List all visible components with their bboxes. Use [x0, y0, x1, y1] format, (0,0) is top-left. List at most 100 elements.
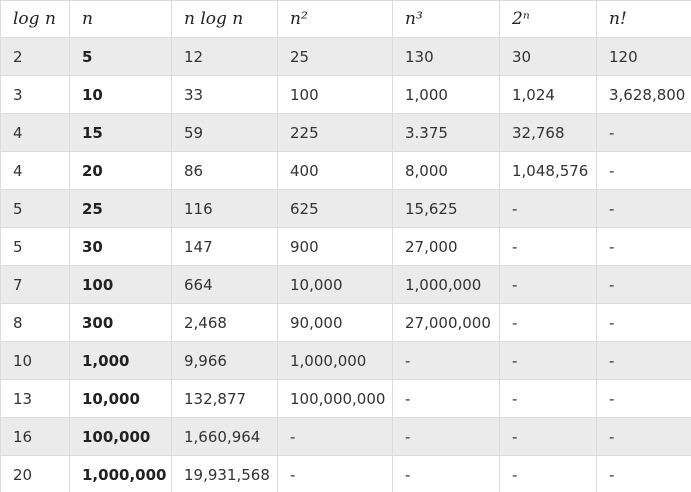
cell-n: 10,000 [69, 379, 172, 418]
header-n-squared: n² [277, 0, 393, 38]
cell-n-cubed: - [392, 341, 500, 380]
cell-n-cubed: 15,625 [392, 189, 500, 228]
cell-log-n: 5 [0, 189, 70, 228]
cell-n-factorial: - [596, 189, 691, 228]
cell-n: 5 [69, 37, 172, 76]
cell-n: 1,000 [69, 341, 172, 380]
cell-n-cubed: 8,000 [392, 151, 500, 190]
cell-n-factorial: - [596, 265, 691, 304]
cell-two-to-n: - [499, 227, 597, 266]
table-row: 7 100 664 10,000 1,000,000- - [0, 265, 691, 304]
cell-n-log-n: 9,966 [171, 341, 278, 380]
cell-n: 100,000 [69, 417, 172, 456]
cell-n-log-n: 147 [171, 227, 278, 266]
cell-n-cubed: - [392, 417, 500, 456]
cell-log-n: 8 [0, 303, 70, 342]
cell-n: 25 [69, 189, 172, 228]
cell-n: 1,000,000 [69, 455, 172, 492]
cell-n-log-n: 132,877 [171, 379, 278, 418]
table-row: 5 25 116 625 15,625- - [0, 189, 691, 228]
header-two-to-n: 2ⁿ [499, 0, 597, 38]
cell-n-log-n: 664 [171, 265, 278, 304]
cell-log-n: 16 [0, 417, 70, 456]
cell-n-squared: 625 [277, 189, 393, 228]
cell-n-squared: 25 [277, 37, 393, 76]
cell-log-n: 5 [0, 227, 70, 266]
cell-two-to-n: - [499, 379, 597, 418]
cell-two-to-n: 1,048,576 [499, 151, 597, 190]
table-row: 13 10,000 132,877 100,000,000- - - [0, 379, 691, 418]
cell-two-to-n: 32,768 [499, 113, 597, 152]
cell-n-log-n: 2,468 [171, 303, 278, 342]
table-row: 20 1,000,000 19,931,568- - - - [0, 455, 691, 492]
cell-n-log-n: 12 [171, 37, 278, 76]
header-n: n [69, 0, 172, 38]
cell-two-to-n: 1,024 [499, 75, 597, 114]
cell-n-cubed: 130 [392, 37, 500, 76]
cell-n: 10 [69, 75, 172, 114]
table-row: 5 30 147 900 27,000- - [0, 227, 691, 266]
cell-log-n: 4 [0, 151, 70, 190]
cell-n-squared: 10,000 [277, 265, 393, 304]
cell-n-squared: 100 [277, 75, 393, 114]
cell-n-log-n: 19,931,568 [171, 455, 278, 492]
cell-two-to-n: - [499, 417, 597, 456]
cell-n-log-n: 59 [171, 113, 278, 152]
cell-n: 100 [69, 265, 172, 304]
table-row: 8 300 2,468 90,000 27,000,000- - [0, 303, 691, 342]
table-row: 10 1,000 9,966 1,000,000- - - [0, 341, 691, 380]
cell-n-squared: 100,000,000 [277, 379, 393, 418]
cell-two-to-n: - [499, 303, 597, 342]
cell-log-n: 13 [0, 379, 70, 418]
header-log-n: log n [0, 0, 70, 38]
cell-n-cubed: - [392, 455, 500, 492]
cell-n-factorial: 3,628,800 [596, 75, 691, 114]
cell-two-to-n: - [499, 265, 597, 304]
cell-n-squared: - [277, 455, 393, 492]
cell-n-cubed: 1,000 [392, 75, 500, 114]
cell-n: 20 [69, 151, 172, 190]
cell-log-n: 7 [0, 265, 70, 304]
table-row: 2 5 12 25 130 30 120 [0, 37, 691, 76]
cell-n-cubed: 3.375 [392, 113, 500, 152]
cell-n-factorial: - [596, 417, 691, 456]
cell-n-squared: - [277, 417, 393, 456]
cell-n-factorial: - [596, 341, 691, 380]
cell-n-log-n: 33 [171, 75, 278, 114]
cell-n-cubed: 1,000,000 [392, 265, 500, 304]
cell-log-n: 4 [0, 113, 70, 152]
header-n-factorial: n! [596, 0, 691, 38]
cell-n-squared: 400 [277, 151, 393, 190]
cell-n-cubed: 27,000 [392, 227, 500, 266]
cell-n-factorial: - [596, 227, 691, 266]
cell-two-to-n: - [499, 341, 597, 380]
cell-n-factorial: - [596, 113, 691, 152]
table-row: 16 100,000 1,660,964- - - - [0, 417, 691, 456]
table-row: 4 20 86 400 8,000 1,048,576- [0, 151, 691, 190]
cell-two-to-n: - [499, 455, 597, 492]
cell-n-factorial: - [596, 303, 691, 342]
cell-two-to-n: 30 [499, 37, 597, 76]
cell-log-n: 2 [0, 37, 70, 76]
cell-n-squared: 225 [277, 113, 393, 152]
cell-n-squared: 1,000,000 [277, 341, 393, 380]
cell-n-squared: 900 [277, 227, 393, 266]
header-n-log-n: n log n [171, 0, 278, 38]
cell-n-log-n: 1,660,964 [171, 417, 278, 456]
cell-n-factorial: - [596, 455, 691, 492]
cell-n-factorial: - [596, 151, 691, 190]
cell-log-n: 20 [0, 455, 70, 492]
cell-log-n: 10 [0, 341, 70, 380]
cell-n-cubed: - [392, 379, 500, 418]
cell-log-n: 3 [0, 75, 70, 114]
cell-n-squared: 90,000 [277, 303, 393, 342]
cell-n-factorial: - [596, 379, 691, 418]
cell-n: 30 [69, 227, 172, 266]
cell-n-factorial: 120 [596, 37, 691, 76]
cell-n-cubed: 27,000,000 [392, 303, 500, 342]
table-body: 2 5 12 25 130 30 120 3 10 33 100 1,000 1,024 3,628,80… [0, 37, 691, 492]
cell-n-log-n: 86 [171, 151, 278, 190]
